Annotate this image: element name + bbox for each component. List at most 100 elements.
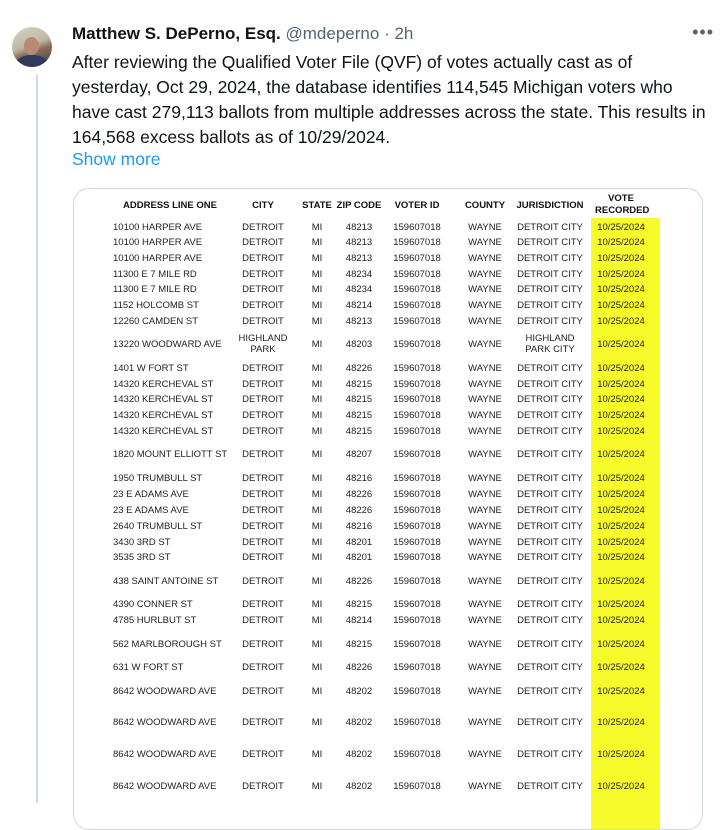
author-handle[interactable]: @mdeperno [285,24,380,43]
cell-address: 14320 KERCHEVAL ST [113,394,214,405]
show-more-link[interactable]: Show more [72,149,161,169]
cell-vote-recorded: 10/25/2024 [597,253,645,264]
cell-city: DETROIT [242,639,284,650]
cell-address: 13220 WOODWARD AVE [113,339,222,350]
cell-vote-recorded: 10/25/2024 [597,505,645,516]
cell-voter-id: 159607018 [393,717,441,728]
cell-state: MI [311,521,323,532]
tweet-header: Matthew S. DePerno, Esq. @mdeperno · 2h [72,24,413,44]
cell-jurisdiction: DETROIT CITY [517,781,583,792]
more-horizontal-icon[interactable]: ••• [692,22,714,42]
cell-state: MI [311,717,323,728]
cell-vote-recorded: 10/25/2024 [597,394,645,405]
cell-address: 12260 CAMDEN ST [113,316,199,327]
header-county: COUNTY [464,200,506,211]
cell-vote-recorded: 10/25/2024 [597,284,645,295]
cell-zip: 48213 [345,253,373,264]
cell-state: MI [311,410,323,421]
cell-vote-recorded: 10/25/2024 [597,237,645,248]
cell-county: WAYNE [468,410,502,421]
header-voter-id: VOTER ID [394,200,440,211]
cell-jurisdiction: DETROIT CITY [517,410,583,421]
cell-address: 10100 HARPER AVE [113,237,203,248]
cell-zip: 48226 [345,576,373,587]
cell-zip: 48213 [345,237,373,248]
cell-city: DETROIT [242,505,284,516]
cell-zip: 48201 [345,552,373,563]
cell-address: 1820 MOUNT ELLIOTT ST [113,449,228,460]
cell-jurisdiction: DETROIT CITY [517,576,583,587]
cell-zip: 48215 [345,410,373,421]
cell-address: 14320 KERCHEVAL ST [113,410,214,421]
cell-county: WAYNE [468,363,502,374]
cell-state: MI [311,339,323,350]
cell-address: 14320 KERCHEVAL ST [113,379,214,390]
header-address: ADDRESS LINE ONE [123,200,217,211]
cell-jurisdiction: DETROIT CITY [517,449,583,460]
cell-zip: 48214 [345,615,373,626]
author-name[interactable]: Matthew S. DePerno, Esq. [72,24,281,43]
cell-zip: 48207 [345,449,373,460]
cell-city: DETROIT [242,300,284,311]
cell-vote-recorded: 10/25/2024 [597,615,645,626]
cell-county: WAYNE [468,505,502,516]
cell-jurisdiction: DETROIT CITY [517,639,583,650]
cell-zip: 48203 [345,339,373,350]
cell-county: WAYNE [468,473,502,484]
cell-county: WAYNE [468,394,502,405]
cell-county: WAYNE [468,253,502,264]
cell-zip: 48226 [345,662,373,673]
attached-image-table[interactable]: ADDRESS LINE ONE CITY STATE ZIP CODE VOTER I… [73,188,703,830]
cell-zip: 48234 [345,269,373,280]
cell-vote-recorded: 10/25/2024 [597,599,645,610]
cell-county: WAYNE [468,576,502,587]
cell-voter-id: 159607018 [393,410,441,421]
timestamp[interactable]: 2h [394,24,414,43]
cell-state: MI [311,222,323,233]
cell-voter-id: 159607018 [393,552,441,563]
cell-vote-recorded: 10/25/2024 [597,363,645,374]
cell-county: WAYNE [468,316,502,327]
cell-jurisdiction: DETROIT CITY [517,473,583,484]
cell-jurisdiction: DETROIT CITY [517,686,583,697]
cell-jurisdiction: DETROIT CITY [517,363,583,374]
cell-address: 3430 3RD ST [113,537,171,548]
cell-jurisdiction: DETROIT CITY [517,426,583,437]
cell-city: DETROIT [242,552,284,563]
cell-county: WAYNE [468,781,502,792]
cell-jurisdiction: DETROIT CITY [517,552,583,563]
avatar[interactable] [12,27,52,67]
cell-city: DETROIT [242,749,284,760]
cell-jurisdiction: DETROIT CITY [517,599,583,610]
cell-state: MI [311,379,323,390]
cell-county: WAYNE [468,552,502,563]
cell-zip: 48213 [345,222,373,233]
cell-voter-id: 159607018 [393,615,441,626]
header-state: STATE [302,200,332,211]
cell-jurisdiction: DETROIT CITY [517,253,583,264]
cell-county: WAYNE [468,489,502,500]
cell-voter-id: 159607018 [393,576,441,587]
cell-state: MI [311,284,323,295]
cell-vote-recorded: 10/25/2024 [597,489,645,500]
cell-zip: 48215 [345,379,373,390]
cell-address: 10100 HARPER AVE [113,253,203,264]
cell-vote-recorded: 10/25/2024 [597,521,645,532]
cell-city: DETROIT [242,237,284,248]
cell-address: 1950 TRUMBULL ST [113,473,203,484]
cell-zip: 48215 [345,599,373,610]
cell-vote-recorded: 10/25/2024 [597,781,645,792]
cell-city: DETROIT [242,253,284,264]
cell-voter-id: 159607018 [393,662,441,673]
cell-city: DETROIT [242,662,284,673]
cell-state: MI [311,662,323,673]
cell-address: 14320 KERCHEVAL ST [113,426,214,437]
cell-zip: 48202 [345,686,373,697]
header-vote-recorded: VOTE RECORDED [595,193,650,216]
cell-vote-recorded: 10/25/2024 [597,639,645,650]
tweet-text: After reviewing the Qualified Voter File… [72,52,706,147]
cell-state: MI [311,599,323,610]
cell-voter-id: 159607018 [393,521,441,532]
cell-address: 438 SAINT ANTOINE ST [113,576,219,587]
cell-voter-id: 159607018 [393,537,441,548]
